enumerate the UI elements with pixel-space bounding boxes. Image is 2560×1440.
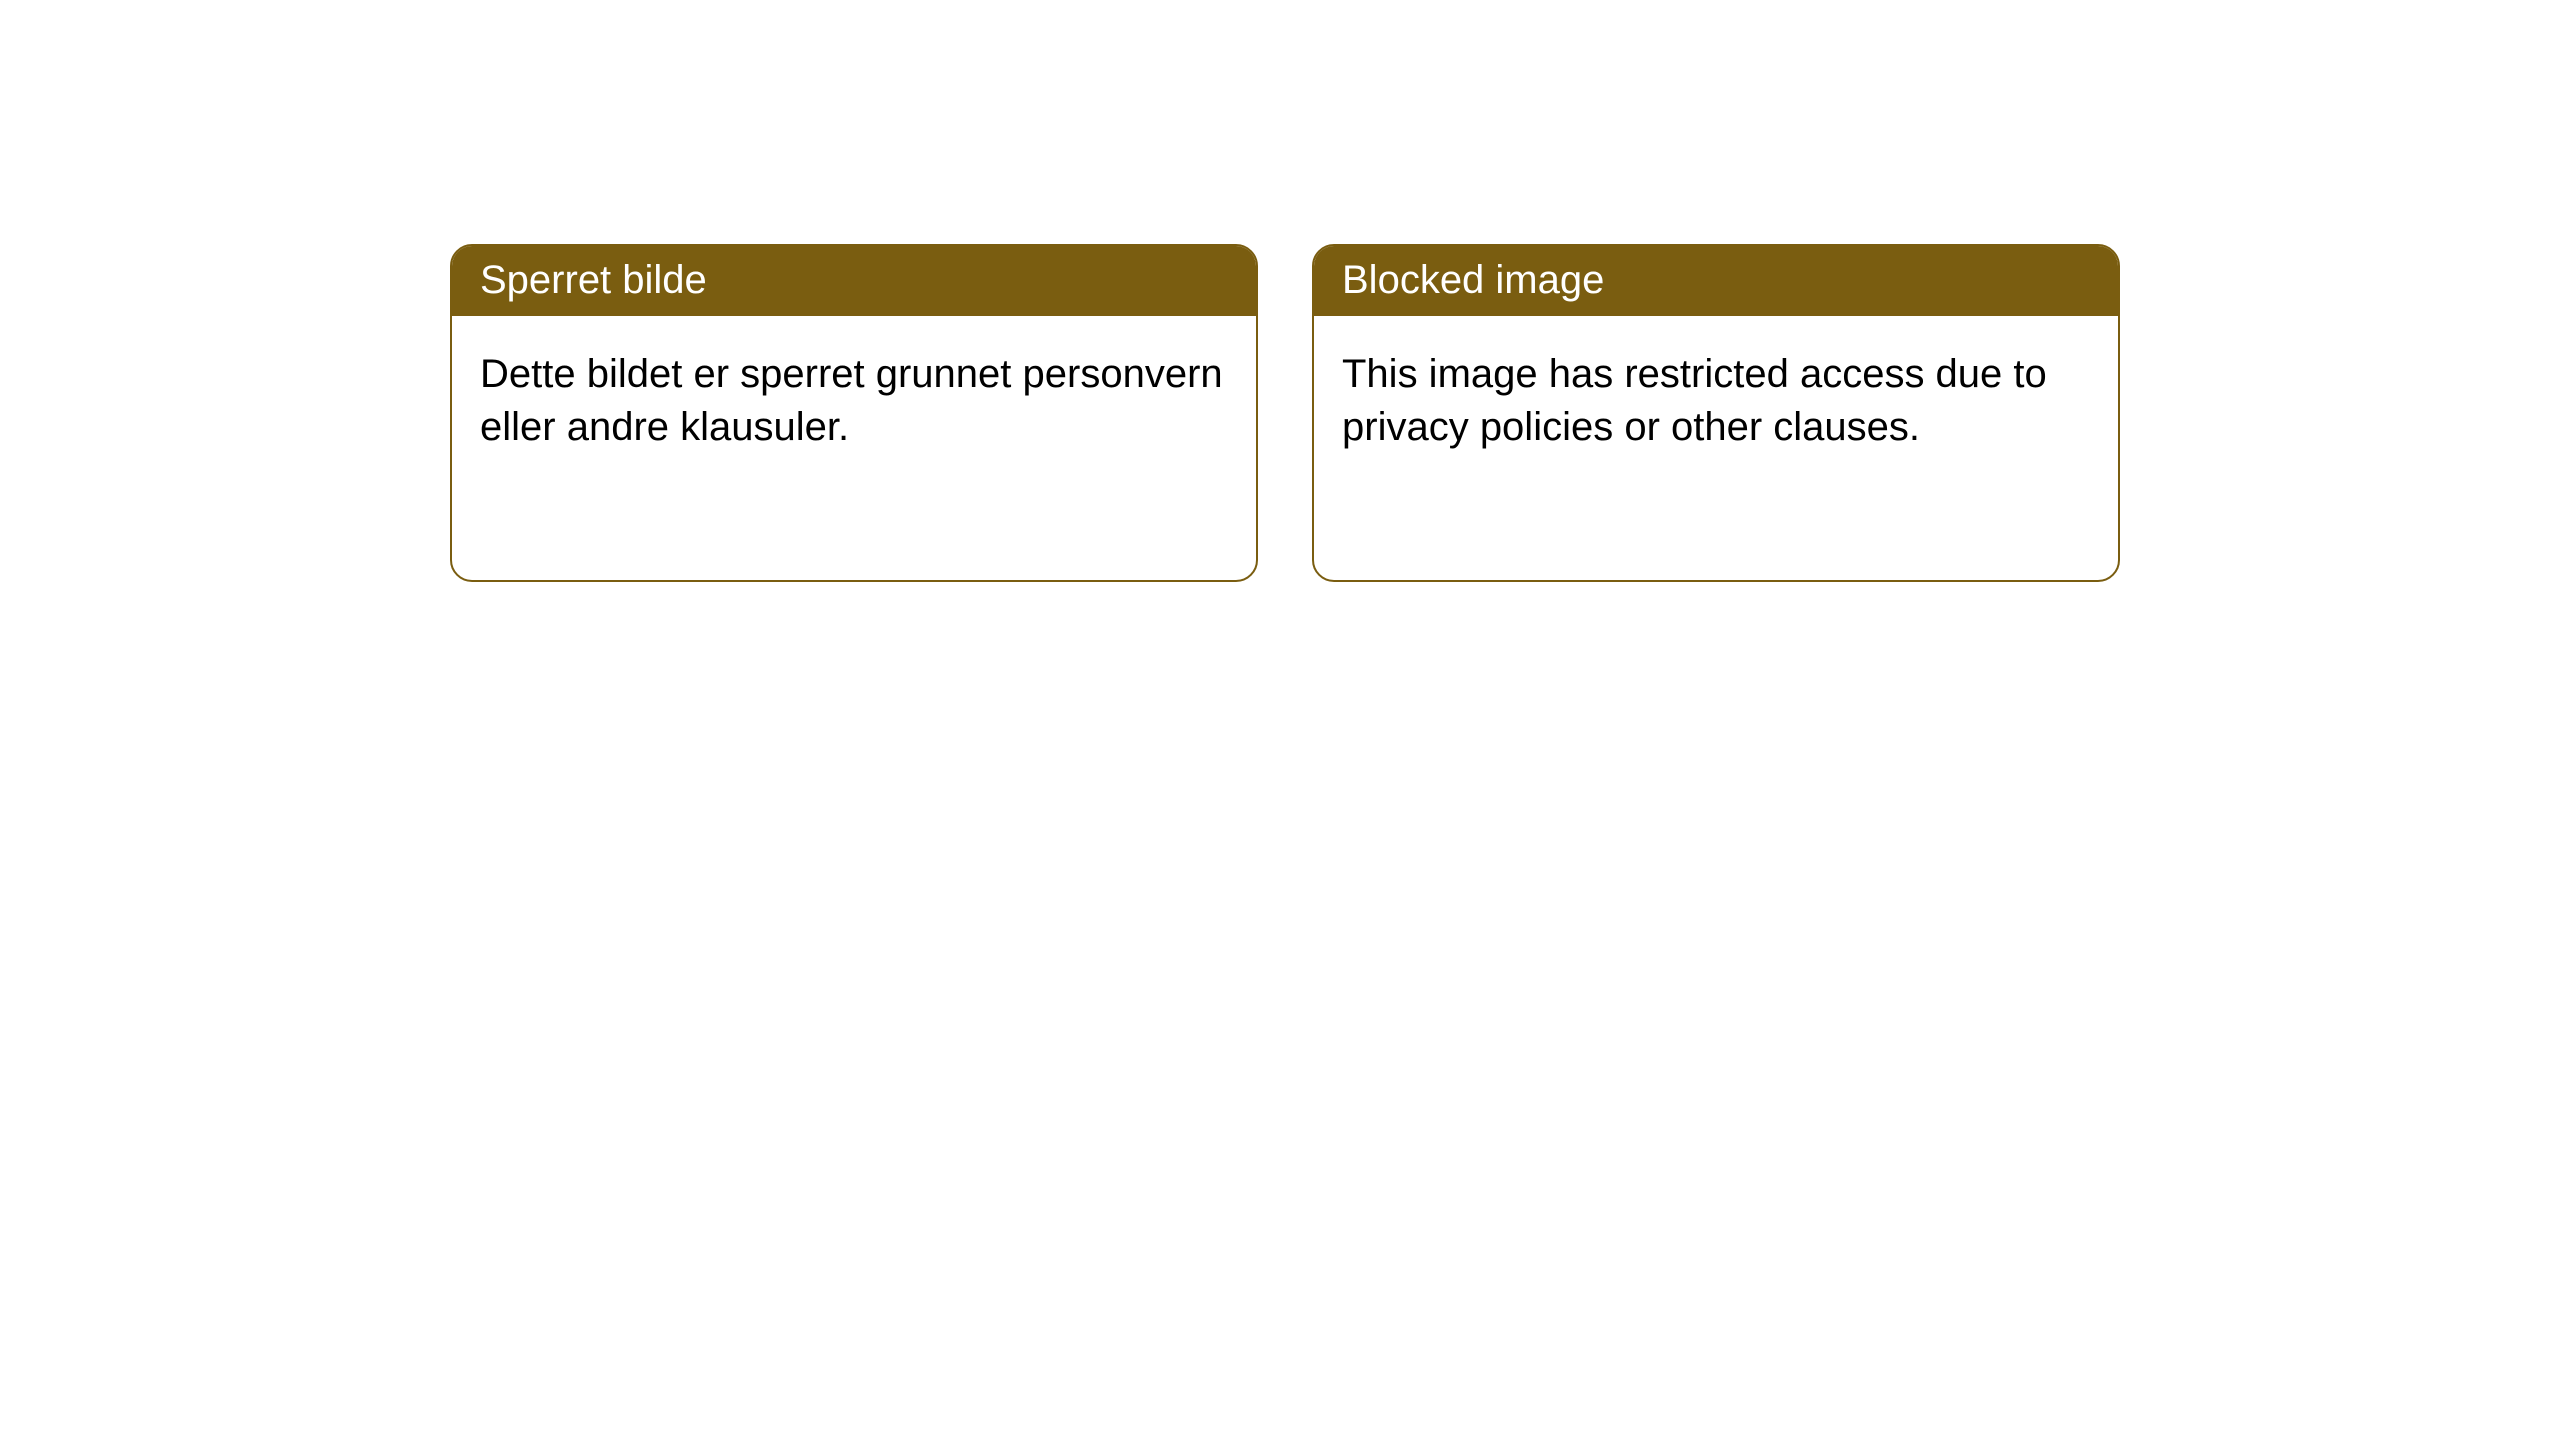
notice-body-norwegian: Dette bildet er sperret grunnet personve… — [452, 316, 1256, 486]
notice-container: Sperret bilde Dette bildet er sperret gr… — [450, 244, 2120, 582]
notice-title-english: Blocked image — [1314, 246, 2118, 316]
notice-card-norwegian: Sperret bilde Dette bildet er sperret gr… — [450, 244, 1258, 582]
notice-body-english: This image has restricted access due to … — [1314, 316, 2118, 486]
notice-title-norwegian: Sperret bilde — [452, 246, 1256, 316]
notice-card-english: Blocked image This image has restricted … — [1312, 244, 2120, 582]
